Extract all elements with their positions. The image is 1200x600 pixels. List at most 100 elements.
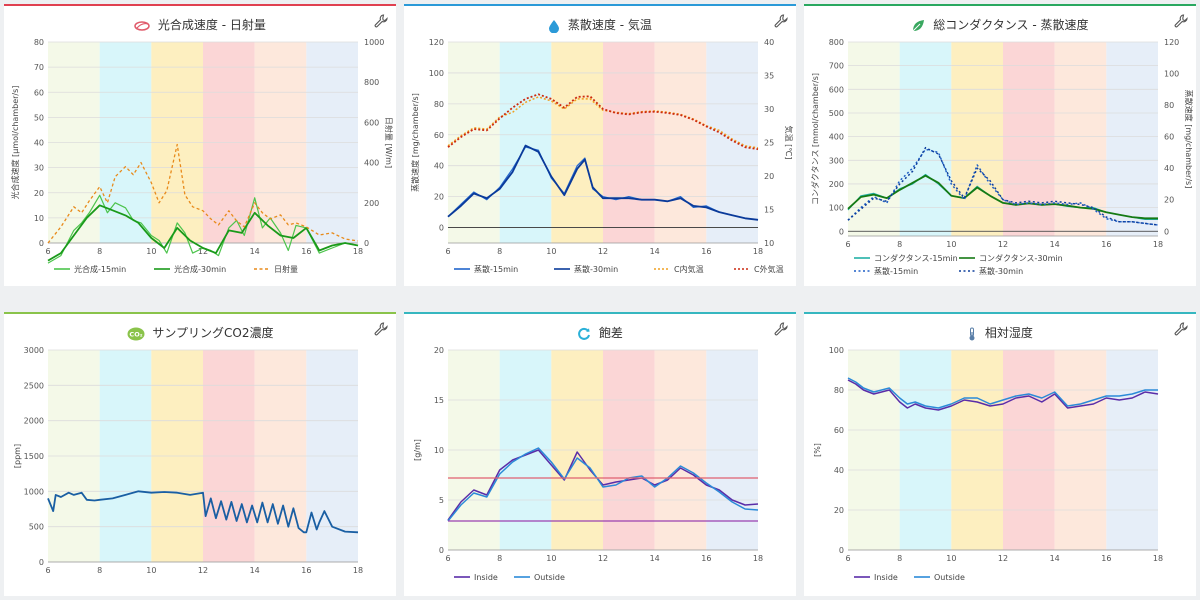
y-tick-label: 80: [34, 38, 44, 47]
panel-title: 相対湿度: [804, 324, 1196, 341]
time-band: [848, 350, 900, 550]
y-tick-label: 300: [829, 156, 844, 165]
y-right-tick-label: 400: [364, 159, 379, 168]
y-right-tick-label: 200: [364, 199, 379, 208]
chart: 0 100 200 300 400 500 600 700 800 0 20 40 60 80 100 120…: [810, 38, 1194, 276]
series-line: [447, 144, 759, 221]
panel-title: 蒸散速度 - 気温: [404, 16, 796, 33]
x-tick-label: 6: [845, 240, 850, 249]
co2-icon: CO₂: [127, 327, 145, 340]
x-tick-label: 10: [546, 554, 556, 563]
x-tick-label: 18: [1153, 240, 1163, 249]
x-tick-label: 6: [45, 247, 50, 256]
x-tick-label: 18: [353, 247, 363, 256]
x-tick-label: 16: [1101, 554, 1111, 563]
y-tick-label: 60: [834, 426, 844, 435]
panel-relative-humidity: 相対湿度 0 20 40 60 80 100 6 8 10 12 14 16 18 [%] Inside Ou…: [804, 312, 1196, 596]
y-tick-label: 60: [434, 131, 444, 140]
time-band: [499, 42, 552, 243]
legend-label: Outside: [534, 573, 565, 582]
y-right-tick-label: 0: [1164, 227, 1169, 236]
y-axis-label: コンダクタンス [mmol/chamber/s]: [810, 73, 820, 205]
chart: 0 20 40 60 80 100 120 10 15 20 25 30 35 40 6 8 10 12 14 16 1…: [410, 38, 794, 274]
x-tick-label: 16: [1101, 240, 1111, 249]
x-tick-label: 12: [198, 566, 208, 575]
x-tick-label: 14: [1050, 240, 1060, 249]
legend-label: Inside: [474, 573, 498, 582]
y-tick-label: 0: [439, 224, 444, 233]
time-band: [654, 42, 707, 243]
wrench-icon[interactable]: [774, 14, 788, 28]
panel-title: CO₂ サンプリングCO2濃度: [4, 324, 396, 341]
y-tick-label: 500: [29, 523, 44, 532]
y-tick-label: 60: [34, 88, 44, 97]
time-band: [1054, 350, 1107, 550]
series-line: [47, 143, 359, 244]
x-tick-label: 10: [146, 247, 156, 256]
leaf-icon: [913, 19, 925, 31]
x-tick-label: 14: [250, 247, 260, 256]
legend-label: 光合成-30min: [174, 264, 226, 274]
wrench-icon[interactable]: [1174, 14, 1188, 28]
y-right-tick-label: 40: [764, 38, 774, 47]
wrench-icon[interactable]: [1174, 322, 1188, 336]
y-tick-label: 100: [829, 346, 844, 355]
legend-label: 日射量: [274, 264, 298, 274]
wrench-icon[interactable]: [374, 14, 388, 28]
y-tick-label: 0: [439, 546, 444, 555]
wrench-icon[interactable]: [774, 322, 788, 336]
y-right-tick-label: 20: [764, 172, 774, 181]
legend-label: コンダクタンス-15min: [874, 253, 958, 263]
chart: 0 500 1000 1500 2000 2500 3000 6 8 10 12 14 16 18 [ppm…: [13, 346, 363, 575]
x-tick-label: 14: [250, 566, 260, 575]
y-tick-label: 100: [429, 69, 444, 78]
wrench-icon[interactable]: [374, 322, 388, 336]
x-tick-label: 6: [445, 247, 450, 256]
y-tick-label: 2000: [24, 417, 44, 426]
y-tick-label: 600: [829, 85, 844, 94]
time-band: [951, 42, 1003, 236]
y-tick-label: 0: [839, 546, 844, 555]
y-right-axis-label: 日射量 [W/m]: [384, 117, 394, 168]
y-tick-label: 100: [829, 204, 844, 213]
x-tick-label: 12: [198, 247, 208, 256]
y-tick-label: 10: [34, 214, 44, 223]
panel-conductance-transpiration: 総コンダクタンス - 蒸散速度 0 100 200 300 400 500 600 700 80…: [804, 4, 1196, 286]
y-tick-label: 40: [34, 139, 44, 148]
x-tick-label: 8: [897, 554, 902, 563]
thermometer-icon: [969, 327, 975, 340]
x-tick-label: 18: [753, 554, 763, 563]
y-tick-label: 15: [434, 396, 444, 405]
panel-title-text: 光合成速度 - 日射量: [157, 18, 266, 32]
y-right-axis-label: 蒸散速度 [mg/chamber/s]: [1184, 90, 1194, 189]
x-tick-label: 18: [353, 566, 363, 575]
y-tick-label: 200: [829, 180, 844, 189]
y-tick-label: 0: [39, 558, 44, 567]
x-tick-label: 8: [97, 566, 102, 575]
y-right-tick-label: 35: [764, 72, 774, 81]
series-line: [447, 96, 759, 149]
x-tick-label: 16: [701, 247, 711, 256]
y-right-tick-label: 120: [1164, 38, 1179, 47]
legend-label: C外気温: [754, 264, 784, 274]
y-right-tick-label: 100: [1164, 70, 1179, 79]
y-tick-label: 80: [434, 100, 444, 109]
legend-label: Inside: [874, 573, 898, 582]
x-tick-label: 16: [301, 247, 311, 256]
y-tick-label: 5: [439, 496, 444, 505]
water-drop-icon: [549, 19, 560, 33]
legend-label: 蒸散-30min: [574, 264, 618, 274]
y-axis-label: [g/m]: [413, 439, 422, 461]
x-tick-label: 10: [946, 554, 956, 563]
series-line: [847, 379, 1159, 411]
x-tick-label: 14: [650, 554, 660, 563]
legend-label: 光合成-15min: [74, 264, 126, 274]
y-right-tick-label: 30: [764, 105, 774, 114]
y-tick-label: 50: [34, 113, 44, 122]
panel-title-text: 飽差: [598, 326, 623, 340]
time-band: [1106, 42, 1158, 236]
y-right-tick-label: 0: [364, 239, 369, 248]
x-tick-label: 16: [701, 554, 711, 563]
series-line: [847, 146, 1159, 226]
y-right-tick-label: 40: [1164, 164, 1174, 173]
